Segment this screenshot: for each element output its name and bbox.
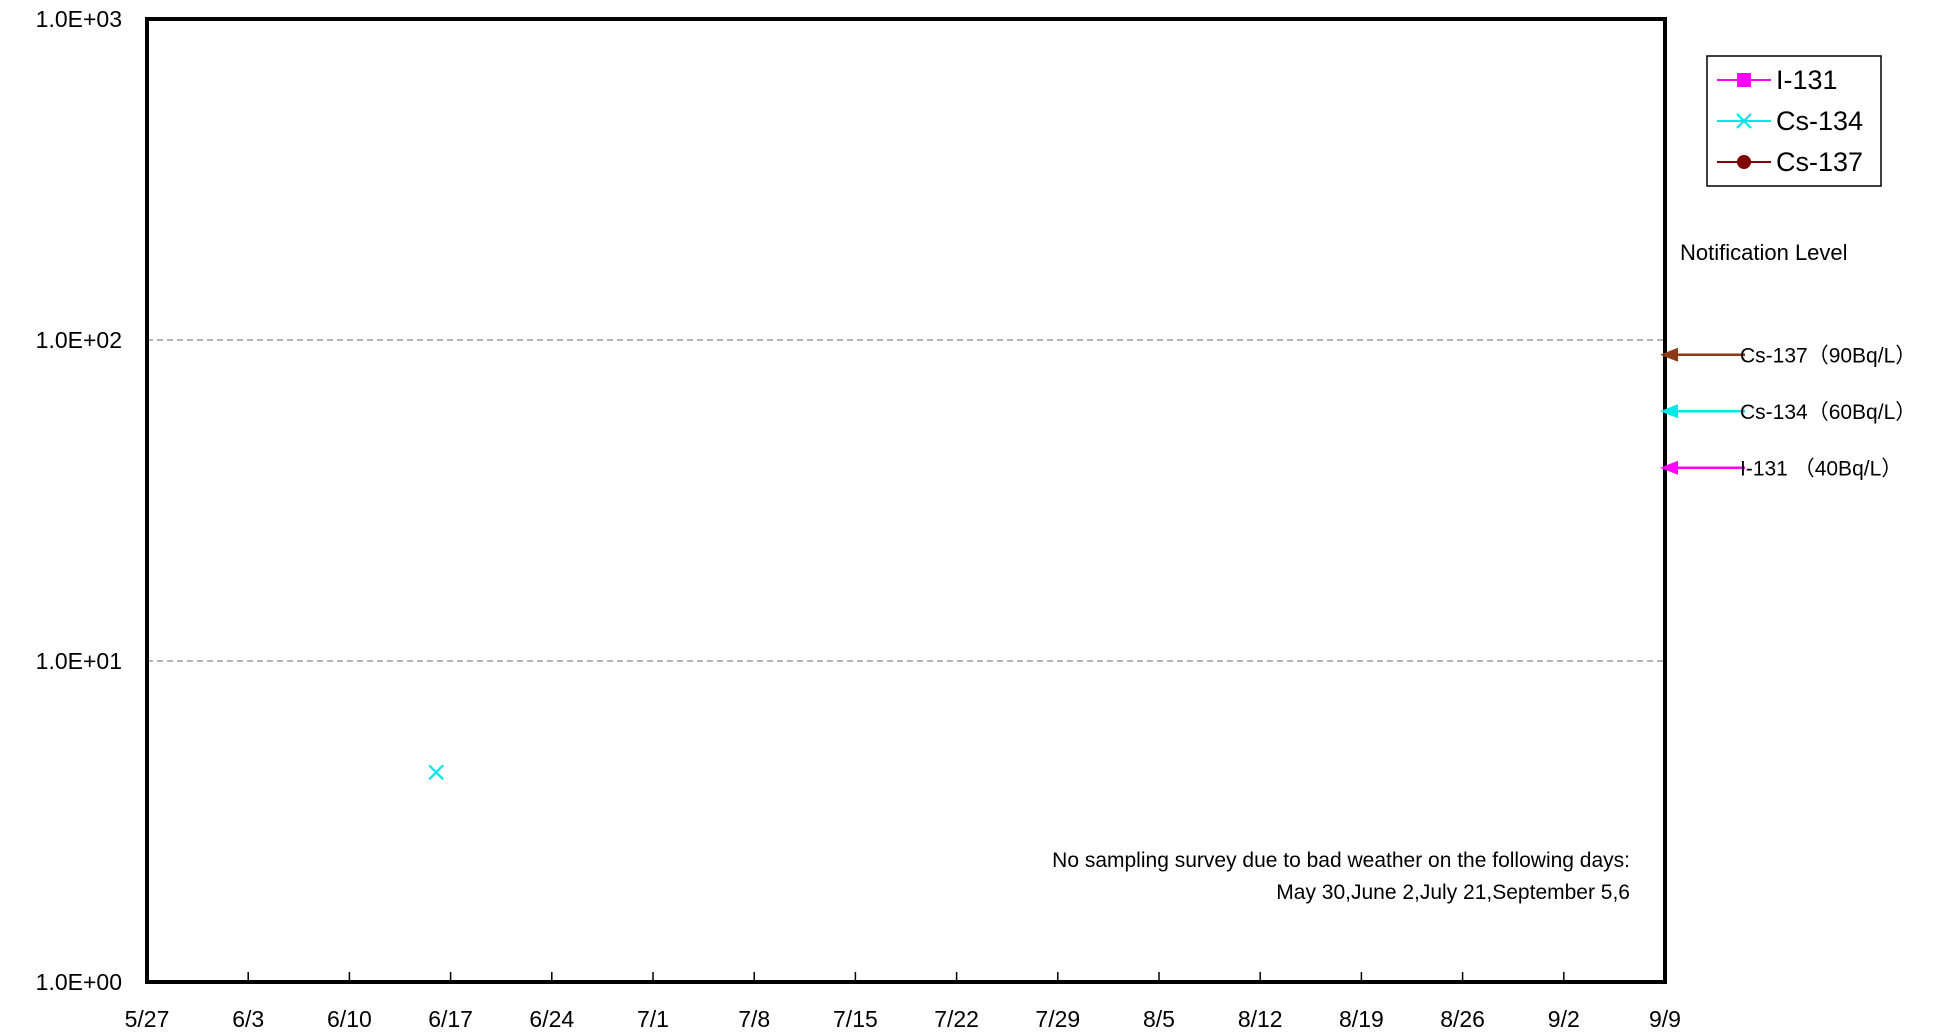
x-tick-label: 6/17: [428, 1006, 473, 1032]
y-axis: 1.0E+00 1.0E+01 1.0E+02 1.0E+03: [36, 6, 122, 995]
legend: I-131 Cs-134 Cs-137: [1706, 55, 1882, 187]
data-series: [428, 764, 444, 781]
x-tick-label: 9/9: [1649, 1006, 1681, 1032]
x-tick-label: 7/8: [738, 1006, 770, 1032]
x-tick-label: 6/10: [327, 1006, 372, 1032]
x-tick-label: 7/22: [934, 1006, 979, 1032]
notification-level-label: Cs-137（90Bq/L）: [1740, 345, 1916, 368]
x-tick-label: 5/27: [125, 1006, 170, 1032]
y-tick-label: 1.0E+03: [36, 6, 122, 32]
y-tick-label: 1.0E+02: [36, 327, 122, 353]
legend-label: Cs-134: [1776, 106, 1863, 136]
x-tick-label: 8/5: [1143, 1006, 1175, 1032]
notification-level-marker: Cs-134（60Bq/L）: [1660, 401, 1916, 424]
notification-level-marker: Cs-137（90Bq/L）: [1660, 345, 1916, 368]
data-point-cs-134: [428, 764, 444, 781]
x-tick-label: 7/1: [637, 1006, 669, 1032]
x-tick-label: 8/19: [1339, 1006, 1384, 1032]
legend-label: I-131: [1776, 65, 1838, 95]
notification-level-label: I-131 （40Bq/L）: [1740, 458, 1902, 481]
notification-levels: Cs-137（90Bq/L） Cs-134（60Bq/L） I-131 （40Bq/…: [1660, 345, 1916, 481]
plot-area-frame: [145, 17, 1667, 984]
notification-level-label: Cs-134（60Bq/L）: [1740, 401, 1916, 424]
x-tick-label: 8/12: [1238, 1006, 1283, 1032]
x-tick-label: 7/15: [833, 1006, 878, 1032]
x-tick-label: 9/2: [1548, 1006, 1580, 1032]
x-tick-label: 7/29: [1035, 1006, 1080, 1032]
x-axis: 5/27 6/3 6/10 6/17 6/24 7/1 7/8 7/15 7/22 7/29 8/5…: [125, 972, 1681, 1032]
marker-circle: [1737, 155, 1751, 169]
annotation-line-2: May 30,June 2,July 21,September 5,6: [1276, 881, 1630, 904]
x-tick-label: 6/3: [232, 1006, 264, 1032]
grid-lines: [147, 339, 1665, 662]
annotation-line-1: No sampling survey due to bad weather on…: [1052, 849, 1630, 872]
x-tick-label: 8/26: [1440, 1006, 1485, 1032]
x-tick-label: 6/24: [529, 1006, 574, 1032]
notification-level-title: Notification Level: [1680, 240, 1848, 265]
marker-x: [1736, 113, 1752, 129]
marker-square: [1737, 73, 1751, 87]
notification-level-marker: I-131 （40Bq/L）: [1660, 458, 1902, 481]
y-tick-label: 1.0E+00: [36, 969, 122, 995]
legend-label: Cs-137: [1776, 147, 1863, 177]
y-tick-label: 1.0E+01: [36, 648, 122, 674]
